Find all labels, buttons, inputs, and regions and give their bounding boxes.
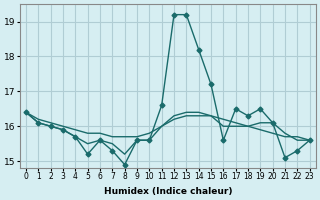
X-axis label: Humidex (Indice chaleur): Humidex (Indice chaleur)	[104, 187, 232, 196]
